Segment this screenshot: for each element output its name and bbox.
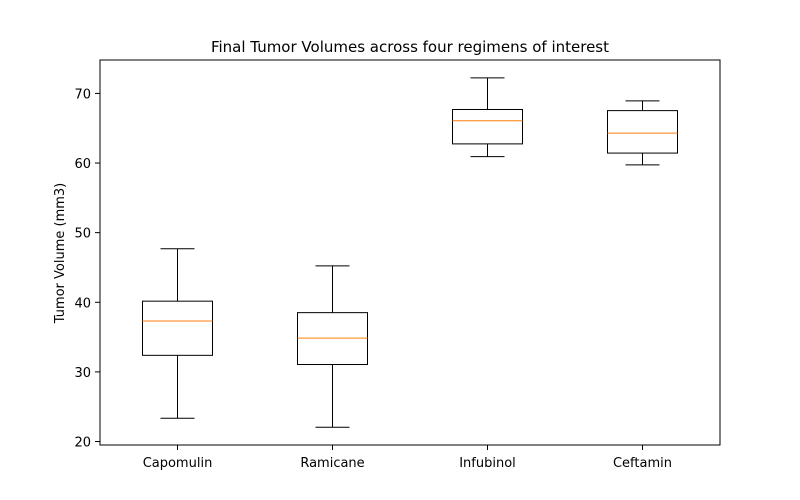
y-tick-label: 40 [74, 296, 91, 311]
box-iqr [607, 110, 678, 154]
y-tick-label: 70 [74, 87, 91, 102]
box-iqr [452, 109, 523, 145]
y-tick-label: 60 [74, 157, 91, 172]
y-axis-label: Tumor Volume (mm3) [53, 183, 68, 325]
y-tick-label: 50 [74, 227, 91, 242]
chart-title: Final Tumor Volumes across four regimens… [211, 38, 609, 56]
x-tick-label: Capomulin [143, 456, 213, 471]
x-tick-label: Ramicane [300, 456, 364, 471]
y-tick-label: 30 [74, 366, 91, 381]
x-tick-label: Ceftamin [613, 456, 672, 471]
box-iqr [142, 300, 213, 356]
axes-frame [99, 59, 721, 446]
plot-area: 20 30 40 50 60 70 Capomulin Ramicane Infubinol Ce… [74, 59, 721, 471]
y-tick-label: 20 [74, 436, 91, 451]
x-tick-label: Infubinol [459, 456, 516, 471]
